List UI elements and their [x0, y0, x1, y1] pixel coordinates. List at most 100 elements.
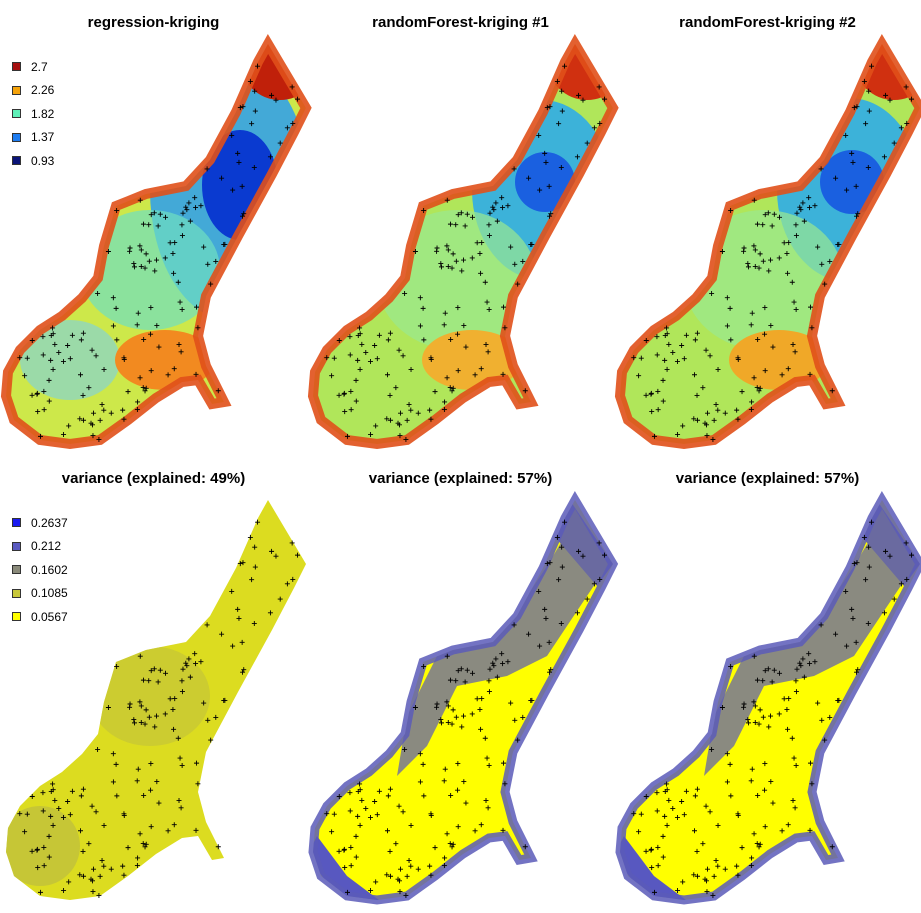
- sample-point: [752, 247, 758, 253]
- sample-point: [240, 560, 246, 566]
- sample-point: [146, 678, 152, 684]
- sample-point: [167, 240, 173, 246]
- sample-point: [137, 831, 143, 837]
- sample-point: [777, 214, 783, 220]
- sample-point: [444, 197, 450, 203]
- sample-point: [756, 721, 762, 727]
- sample-point: [249, 121, 255, 127]
- sample-point: [785, 366, 791, 372]
- sample-point: [785, 270, 791, 276]
- sample-point: [887, 553, 893, 559]
- sample-point: [170, 706, 176, 712]
- sample-point: [89, 347, 95, 353]
- sample-point: [252, 108, 258, 114]
- sample-point: [749, 310, 755, 316]
- panel-regression-kriging: regression-kriging 2.7 2.26 1.82 1.37 0.…: [0, 0, 307, 456]
- sample-point: [289, 84, 295, 90]
- sample-point: [683, 332, 689, 338]
- sample-point: [655, 407, 661, 413]
- sample-point: [215, 844, 221, 850]
- sample-point: [331, 355, 337, 361]
- sample-point: [666, 341, 672, 347]
- sample-point: [771, 667, 777, 673]
- sample-point: [387, 848, 393, 854]
- sample-point: [807, 661, 813, 667]
- sample-point: [904, 120, 910, 126]
- sample-point: [66, 423, 72, 429]
- sample-point: [249, 577, 255, 583]
- sample-point: [544, 561, 550, 567]
- sample-point: [757, 385, 763, 391]
- sample-point: [81, 417, 87, 423]
- sample-point: [679, 798, 685, 804]
- sample-point: [500, 371, 506, 377]
- sample-point: [515, 281, 521, 287]
- sample-point: [554, 78, 560, 84]
- sample-point: [342, 409, 348, 415]
- sample-point: [397, 889, 403, 895]
- sample-point: [478, 822, 484, 828]
- sample-point: [154, 713, 160, 719]
- sample-point: [654, 352, 660, 358]
- sample-point: [807, 827, 813, 833]
- sample-point: [403, 892, 409, 898]
- sample-point: [148, 305, 154, 311]
- sample-point: [56, 806, 62, 812]
- legend-label: 0.0567: [31, 609, 68, 624]
- sample-point: [420, 761, 426, 767]
- sample-point: [854, 669, 860, 675]
- sample-point: [756, 265, 762, 271]
- sample-point: [807, 205, 813, 211]
- sample-point: [705, 866, 711, 872]
- sample-point: [143, 707, 149, 713]
- sample-point: [574, 154, 580, 160]
- sample-point: [806, 195, 812, 201]
- sample-point: [477, 250, 483, 256]
- sample-point: [556, 121, 562, 127]
- sample-point: [854, 104, 860, 110]
- sample-point: [664, 325, 670, 331]
- sample-point: [251, 621, 257, 627]
- sample-point: [442, 855, 448, 861]
- sample-point: [511, 622, 517, 628]
- sample-point: [204, 166, 210, 172]
- sample-point: [791, 755, 797, 761]
- sample-point: [849, 150, 855, 156]
- sample-point: [559, 564, 565, 570]
- panel-title: regression-kriging: [87, 14, 220, 31]
- sample-point: [156, 344, 162, 350]
- sample-point: [163, 214, 169, 220]
- panel-variance-49: variance (explained: 49%) 0.2637 0.212 0…: [0, 456, 307, 912]
- sample-point: [236, 159, 242, 165]
- sample-point: [24, 811, 30, 817]
- sample-point: [295, 552, 301, 558]
- legend-label: 1.82: [31, 106, 55, 121]
- sample-point: [752, 703, 758, 709]
- sample-point: [903, 84, 909, 90]
- sample-point: [866, 108, 872, 114]
- sample-point: [691, 872, 697, 878]
- legend-label: 0.93: [31, 153, 55, 168]
- sample-point: [455, 761, 461, 767]
- sample-point: [469, 255, 475, 261]
- sample-point: [715, 823, 721, 829]
- sample-point: [500, 205, 506, 211]
- sample-point: [715, 407, 721, 413]
- sample-point: [710, 436, 716, 442]
- sample-point: [363, 350, 369, 356]
- sample-point: [420, 305, 426, 311]
- sample-point: [204, 622, 210, 628]
- sample-point: [461, 323, 467, 329]
- sample-point: [793, 222, 799, 228]
- sample-point: [398, 866, 404, 872]
- sample-point: [192, 651, 198, 657]
- sample-point: [178, 349, 184, 355]
- sample-point: [269, 548, 275, 554]
- sample-point: [649, 409, 655, 415]
- sample-point: [347, 334, 353, 340]
- map-variance-49: [6, 500, 306, 900]
- sample-point: [502, 325, 508, 331]
- sample-point: [765, 666, 771, 672]
- sample-point: [184, 663, 190, 669]
- sample-point: [683, 788, 689, 794]
